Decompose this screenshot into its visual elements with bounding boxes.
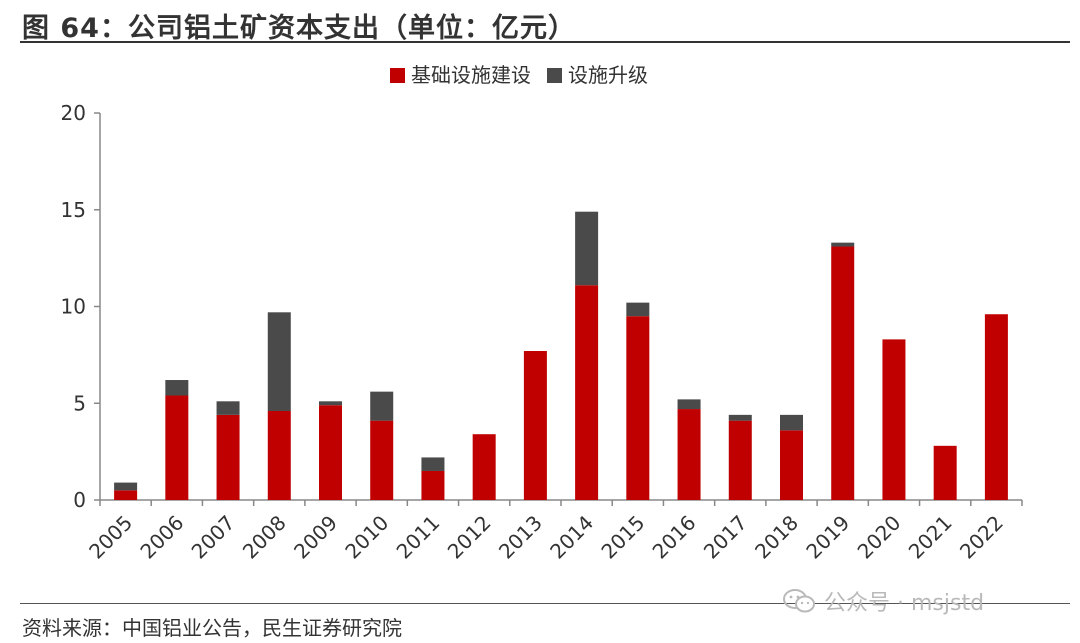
legend-label-1: 设施升级 [568,63,648,87]
legend-swatch-1 [547,68,562,83]
x-tick-label: 2012 [443,511,496,564]
bar-infrastructure-2015 [626,316,650,500]
bar-infrastructure-2013 [523,351,547,500]
bar-infrastructure-2016 [677,409,701,500]
legend-label-0: 基础设施建设 [411,63,531,87]
figure-title: 图 64：公司铝土矿资本支出（单位：亿元） [22,13,576,44]
x-tick-label: 2005 [84,511,137,564]
x-tick-label: 2014 [545,511,598,564]
bar-infrastructure-2018 [780,430,803,500]
x-tick-label: 2013 [494,511,547,564]
bar-infrastructure-2021 [933,445,957,500]
wechat-icon [783,589,815,613]
x-tick-label: 2020 [853,511,906,564]
x-tick-label: 2006 [135,511,188,564]
bar-upgrade-2010 [370,391,394,421]
y-tick-label: 0 [73,488,86,512]
chart-legend: 基础设施建设 设施升级 [390,63,648,87]
bar-upgrade-2015 [626,302,650,317]
watermark: 公众号 · msjstd [782,585,984,617]
bar-infrastructure-2006 [165,395,189,500]
bar-infrastructure-2005 [114,490,138,500]
bar-upgrade-2009 [319,401,342,406]
bar-infrastructure-2020 [882,339,906,500]
bar-upgrade-2011 [421,457,445,471]
stacked-bar-chart: 基础设施建设 设施升级 0 5 10 15 20 20052006200720082009… [61,63,1023,564]
chart-bars [114,211,1008,500]
bar-upgrade-2005 [114,482,138,491]
title-divider [20,41,1070,43]
x-axis-labels: 2005200620072008200920102011201220132014… [84,511,1008,564]
bar-infrastructure-2009 [319,405,342,500]
bar-infrastructure-2012 [472,434,496,500]
x-tick-label: 2010 [340,511,393,564]
x-tick-label: 2017 [699,511,752,564]
x-tick-label: 2011 [392,511,445,564]
bar-infrastructure-2022 [984,314,1008,500]
legend-swatch-0 [390,68,405,83]
bar-upgrade-2008 [267,312,291,411]
x-tick-label: 2008 [238,511,291,564]
x-tick-label: 2007 [187,511,240,564]
x-tick-label: 2022 [955,511,1008,564]
bar-upgrade-2018 [780,414,803,431]
x-tick-label: 2021 [904,511,957,564]
watermark-text: 公众号 · msjstd [824,591,985,616]
y-tick-label: 20 [61,101,86,125]
bar-upgrade-2016 [677,399,701,410]
y-tick-label: 10 [61,295,86,319]
bar-infrastructure-2019 [831,246,855,500]
bar-upgrade-2014 [575,211,599,286]
bar-infrastructure-2011 [421,470,445,500]
x-tick-label: 2009 [289,511,342,564]
bar-infrastructure-2008 [267,410,291,500]
bar-infrastructure-2014 [575,285,599,500]
x-tick-label: 2019 [801,511,854,564]
x-tick-label: 2018 [750,511,803,564]
bar-upgrade-2007 [216,401,240,415]
chart-axes: 0 5 10 15 20 [61,101,1023,512]
x-tick-label: 2015 [596,511,649,564]
y-tick-label: 5 [73,391,86,415]
y-tick-label: 15 [61,198,86,222]
bar-upgrade-2006 [165,380,189,396]
x-tick-label: 2016 [648,511,701,564]
bar-infrastructure-2017 [728,420,752,500]
bar-upgrade-2019 [831,242,855,247]
bar-upgrade-2017 [728,414,752,421]
bar-infrastructure-2010 [370,420,394,500]
footer-divider [20,603,1070,604]
bar-infrastructure-2007 [216,414,240,500]
source-note: 资料来源：中国铝业公告，民生证券研究院 [22,616,402,640]
